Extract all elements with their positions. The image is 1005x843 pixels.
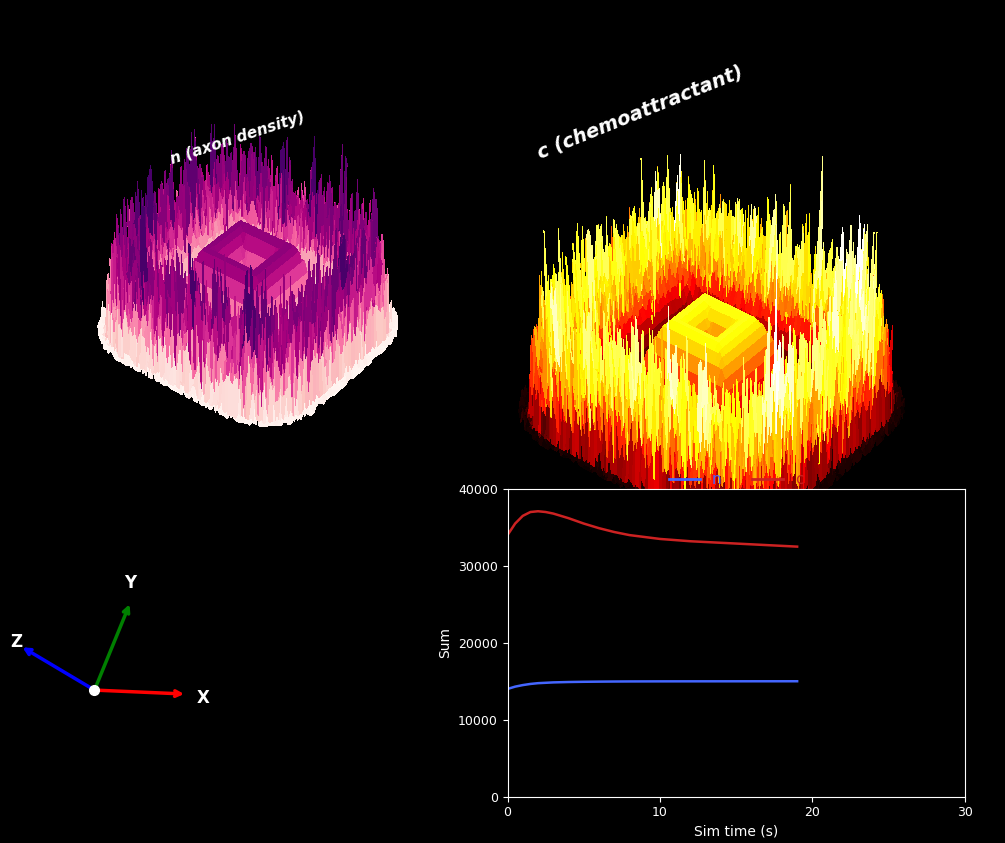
X-axis label: Sim time (s): Sim time (s) <box>694 825 778 839</box>
Text: X: X <box>197 689 210 707</box>
Text: c (chemoattractant): c (chemoattractant) <box>535 62 746 163</box>
Text: n (axon density): n (axon density) <box>169 110 308 167</box>
Text: Z: Z <box>10 633 22 651</box>
Legend: n, c: n, c <box>663 466 809 493</box>
Y-axis label: Sum: Sum <box>438 627 452 658</box>
Text: Y: Y <box>125 573 137 592</box>
